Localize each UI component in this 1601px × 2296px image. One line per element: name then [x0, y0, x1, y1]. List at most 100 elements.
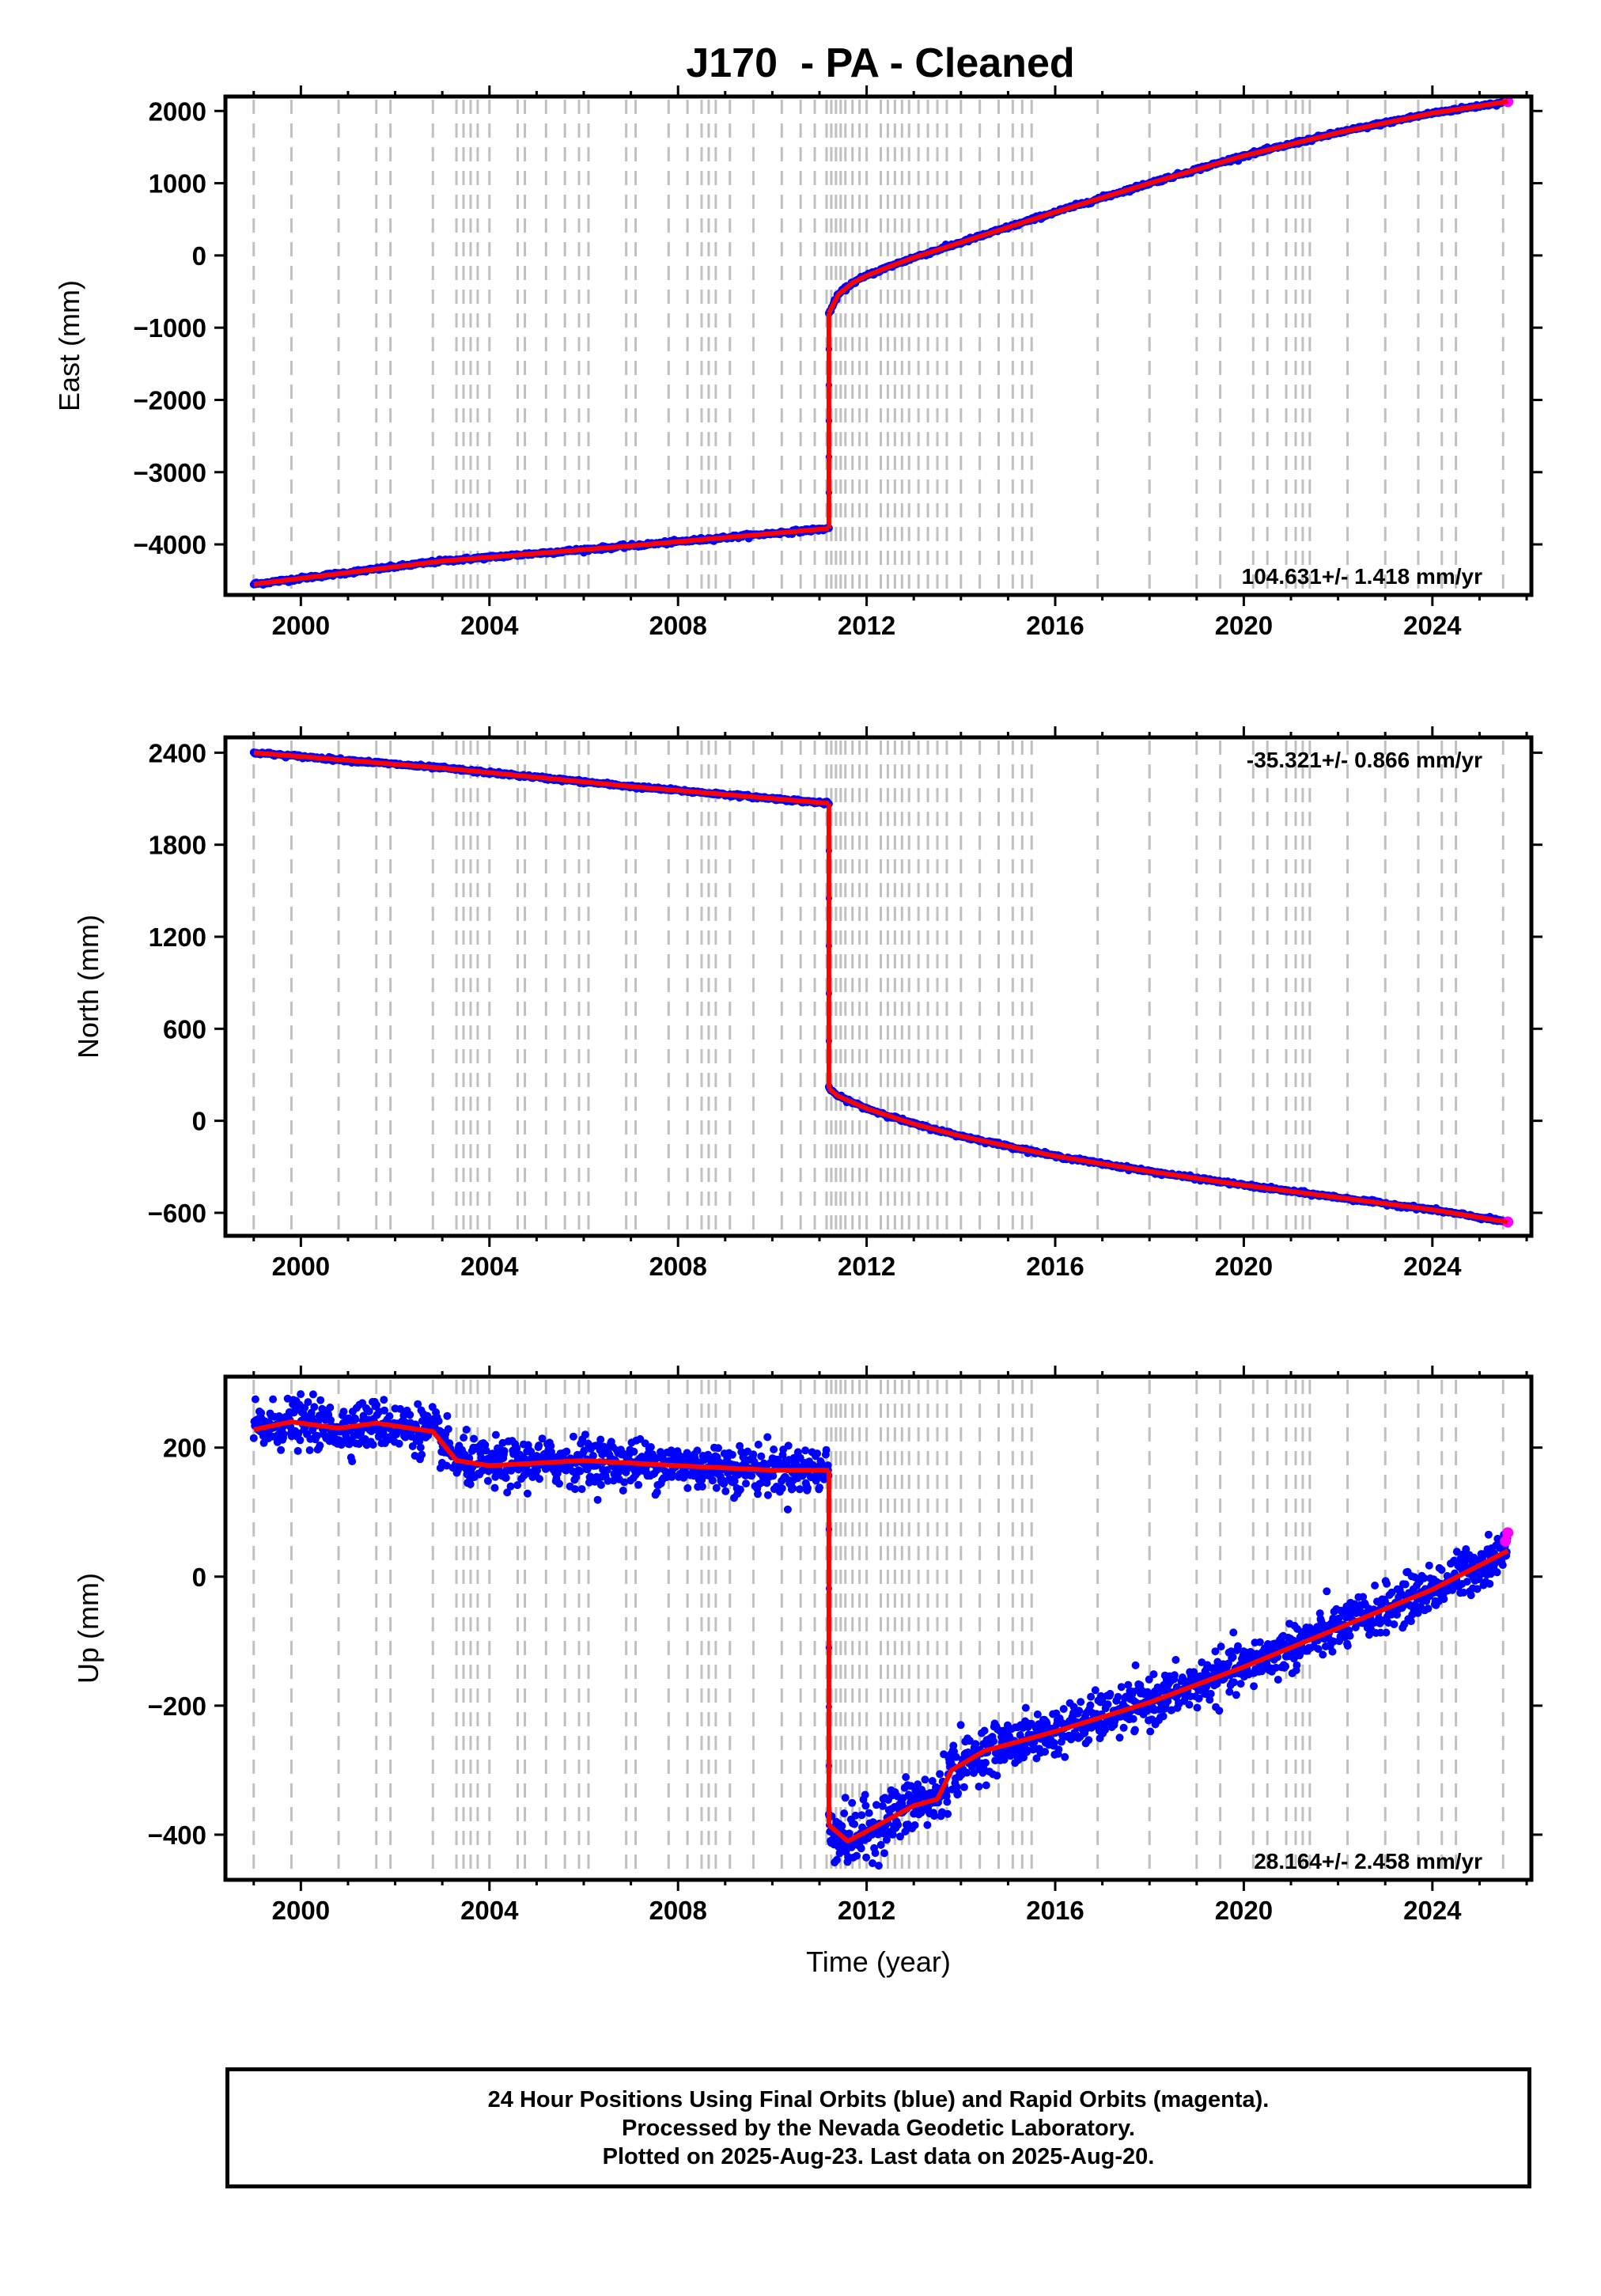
north-panel: 2000 2004 2008 2012 2016 2020 2024−60006001200… [72, 726, 1542, 1281]
up-point [1103, 1700, 1112, 1709]
up-point [369, 1441, 377, 1449]
up-point [536, 1475, 543, 1483]
up-point [862, 1853, 871, 1862]
up-point [954, 1789, 962, 1798]
up-point [816, 1483, 823, 1492]
up-point [796, 1485, 804, 1494]
up-point [712, 1483, 721, 1492]
north-y-tick-label: −600 [148, 1199, 206, 1228]
up-point [470, 1434, 478, 1443]
up-point [634, 1480, 643, 1489]
east-y-tick-label: 2000 [149, 97, 206, 126]
up-point [1091, 1686, 1100, 1695]
up-point [294, 1429, 303, 1438]
up-point [593, 1495, 602, 1504]
north-x-tick-label: 2024 [1403, 1252, 1462, 1281]
up-point [736, 1485, 744, 1494]
up-point [963, 1768, 971, 1777]
up-point [1087, 1692, 1096, 1701]
up-point [902, 1773, 910, 1782]
up-point [975, 1783, 983, 1791]
up-point [596, 1480, 605, 1489]
up-point [1117, 1683, 1126, 1692]
east-x-tick-label: 2008 [649, 611, 706, 640]
east-model-line [253, 526, 830, 587]
up-point [754, 1490, 762, 1498]
up-point [414, 1400, 422, 1408]
up-point [620, 1478, 629, 1487]
up-point [646, 1443, 655, 1451]
up-point [249, 1434, 258, 1442]
up-point [928, 1777, 937, 1785]
up-point [1328, 1647, 1337, 1656]
up-point [395, 1439, 403, 1448]
up-point [1084, 1736, 1093, 1745]
up-point [316, 1396, 325, 1404]
up-point [1319, 1650, 1327, 1659]
up-point [1293, 1661, 1301, 1669]
up-point [930, 1812, 938, 1821]
up-point [576, 1467, 585, 1476]
up-point [406, 1411, 414, 1419]
up-point [894, 1821, 903, 1829]
up-point [943, 1798, 952, 1806]
up-point [847, 1843, 856, 1851]
up-panel: 2000 2004 2008 2012 2016 2020 2024−400−2000200… [72, 1366, 1542, 1978]
up-point [630, 1447, 638, 1456]
up-point [804, 1483, 812, 1492]
up-point [730, 1477, 739, 1485]
up-point [982, 1759, 990, 1767]
up-point [949, 1741, 958, 1750]
up-point [1236, 1680, 1245, 1688]
up-point [491, 1430, 500, 1439]
up-point [801, 1446, 810, 1455]
up-point [572, 1472, 581, 1481]
up-point [326, 1404, 335, 1411]
up-point [304, 1398, 312, 1407]
up-point [871, 1849, 880, 1858]
up-point [956, 1721, 965, 1730]
up-point [535, 1442, 543, 1449]
up-point [380, 1406, 388, 1415]
up-point [483, 1476, 492, 1485]
up-point [305, 1446, 314, 1454]
east-x-tick-label: 2020 [1215, 611, 1273, 640]
up-point [874, 1862, 883, 1870]
up-point [513, 1481, 522, 1490]
up-point [959, 1783, 968, 1791]
up-point [770, 1445, 778, 1453]
up-point [604, 1476, 612, 1485]
up-point [1061, 1752, 1069, 1761]
up-point [778, 1484, 786, 1493]
up-point [784, 1442, 793, 1450]
up-point [1329, 1637, 1338, 1646]
up-point [553, 1469, 562, 1478]
up-point [721, 1487, 730, 1495]
up-point [653, 1488, 661, 1496]
north-y-tick-label: 1200 [149, 923, 206, 952]
up-point [580, 1446, 589, 1455]
up-point [1032, 1754, 1041, 1763]
up-point [1145, 1675, 1153, 1684]
up-point [365, 1407, 373, 1415]
up-point [1272, 1663, 1280, 1672]
up-point [308, 1413, 316, 1422]
up-point [562, 1447, 571, 1456]
up-point [1190, 1668, 1198, 1677]
up-point [861, 1802, 870, 1810]
up-point [1215, 1707, 1224, 1715]
up-point [434, 1417, 443, 1426]
up-point [466, 1480, 475, 1488]
up-point [848, 1798, 857, 1807]
up-point [1217, 1642, 1225, 1651]
up-point [1206, 1689, 1215, 1698]
up-point [1194, 1694, 1203, 1703]
east-frame [223, 94, 1534, 597]
up-point [1193, 1703, 1202, 1712]
up-point [571, 1485, 579, 1494]
east-y-tick-label: 0 [192, 241, 206, 271]
up-point [851, 1811, 860, 1820]
up-point [813, 1449, 822, 1458]
east-event-lines [252, 100, 1504, 592]
up-point [698, 1482, 706, 1491]
